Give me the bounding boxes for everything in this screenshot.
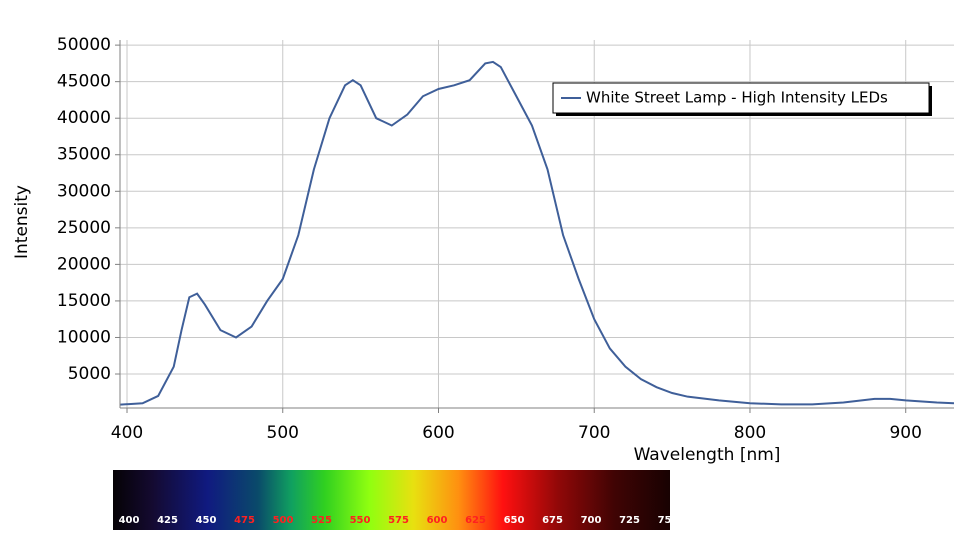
spectrum-label: 600 <box>427 515 448 526</box>
x-tick-label: 600 <box>422 423 454 443</box>
y-tick-label: 10000 <box>57 327 111 347</box>
spectrum-label: 550 <box>350 515 371 526</box>
spectrum-label: 525 <box>311 515 332 526</box>
legend: White Street Lamp - High Intensity LEDs <box>552 82 932 116</box>
spectrum-bar: 400 425 450 475 500 525 550 575 600 625 650 675 700 7… <box>113 470 679 530</box>
spectrum-label: 750 <box>658 515 679 526</box>
y-tick-label: 25000 <box>57 218 111 238</box>
spectrum-label: 450 <box>196 515 217 526</box>
y-axis-title: Intensity <box>12 185 32 259</box>
y-tick-label: 40000 <box>57 108 111 128</box>
data-line <box>120 60 954 406</box>
spectrum-label: 625 <box>465 515 486 526</box>
legend-box <box>552 82 930 114</box>
spectrum-label: 675 <box>542 515 563 526</box>
y-tick-label: 5000 <box>68 364 111 384</box>
plot-area <box>120 60 954 406</box>
ticks: 5000 10000 15000 20000 25000 30000 35000 40000 4… <box>57 35 922 443</box>
y-tick-label: 20000 <box>57 254 111 274</box>
y-tick-label: 35000 <box>57 145 111 165</box>
y-tick-label: 45000 <box>57 72 111 92</box>
x-tick-label: 500 <box>267 423 299 443</box>
spectrum-label: 475 <box>234 515 255 526</box>
spectrum-label: 425 <box>157 515 178 526</box>
grid <box>120 40 954 408</box>
spectrum-label: 400 <box>119 515 140 526</box>
spectrum-label: 575 <box>388 515 409 526</box>
spectrum-label: 650 <box>504 515 525 526</box>
spectrum-label: 725 <box>619 515 640 526</box>
spectrum-labels: 400 425 450 475 500 525 550 575 600 625 650 675 700 7… <box>119 515 679 526</box>
y-tick-label: 50000 <box>57 35 111 55</box>
y-tick-label: 30000 <box>57 181 111 201</box>
x-tick-label: 800 <box>734 423 766 443</box>
spectrum-label: 500 <box>273 515 294 526</box>
spectrum-gradient <box>113 470 670 530</box>
legend-label: White Street Lamp - High Intensity LEDs <box>586 89 888 107</box>
spectrum-label: 700 <box>581 515 602 526</box>
x-axis-title: Wavelength [nm] <box>634 445 781 465</box>
x-tick-label: 700 <box>578 423 610 443</box>
x-tick-label: 400 <box>111 423 143 443</box>
y-tick-label: 15000 <box>57 291 111 311</box>
x-tick-label: 900 <box>889 423 921 443</box>
